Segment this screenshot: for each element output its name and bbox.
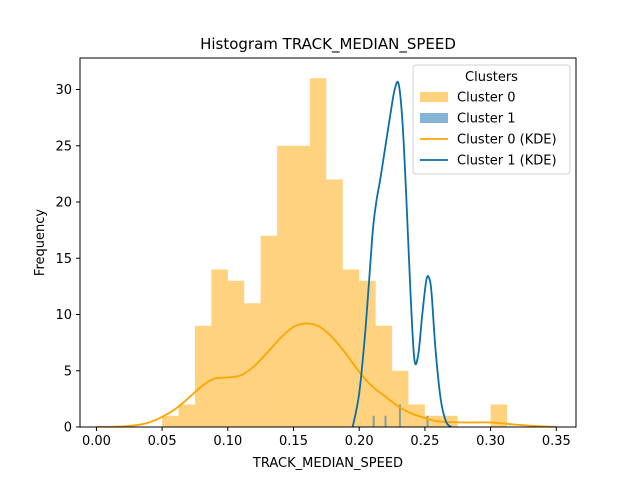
cluster-1-bar	[398, 404, 401, 427]
x-tick-label: 0.15	[279, 434, 308, 449]
x-tick-label: 0.05	[148, 434, 177, 449]
cluster-0-bar	[227, 280, 245, 427]
cluster-0-bar	[178, 404, 195, 427]
y-tick-label: 25	[55, 139, 72, 154]
x-tick-label: 0.20	[345, 434, 374, 449]
cluster-0-bar	[211, 269, 228, 427]
legend-entry: Cluster 1	[457, 112, 516, 127]
plot-series	[96, 78, 557, 427]
plot-area	[96, 78, 557, 427]
x-tick-label: 0.30	[476, 434, 505, 449]
legend-box	[412, 64, 571, 175]
legend-title: Clusters	[465, 70, 518, 85]
axes-frame	[79, 57, 577, 428]
x-tick-label: 0.35	[542, 434, 571, 449]
cluster-1-bar	[426, 415, 429, 427]
cluster-0-bar	[359, 280, 376, 427]
cluster-0-bar	[194, 325, 212, 427]
x-tick-label: 0.25	[410, 434, 439, 449]
y-axis-label: Frequency	[33, 209, 48, 276]
cluster-0-bar	[293, 145, 310, 427]
cluster-0-bar	[490, 404, 508, 427]
legend-swatch	[420, 113, 448, 123]
cluster-0-bar	[277, 145, 294, 427]
y-tick-label: 5	[64, 364, 72, 379]
y-axis-ticks: 0 5 10 15 20 25 30	[55, 83, 80, 436]
cluster-1-bar	[372, 415, 375, 427]
legend-entry: Cluster 1 (KDE)	[457, 154, 557, 169]
y-tick-label: 30	[55, 83, 72, 98]
cluster-0-bar	[375, 325, 393, 427]
legend-entry: Cluster 0	[457, 91, 516, 106]
cluster-0-bar	[342, 269, 360, 427]
cluster-0-bar	[326, 179, 343, 427]
x-tick-label: 0.00	[82, 434, 111, 449]
cluster-0-bar	[162, 415, 179, 427]
y-tick-label: 0	[64, 421, 72, 436]
cluster-0-bar	[392, 370, 409, 427]
y-tick-label: 15	[55, 252, 72, 267]
cluster-1-bar	[384, 415, 387, 427]
cluster-1-kde-line	[351, 80, 452, 427]
legend-swatch	[420, 92, 448, 102]
y-tick-label: 10	[55, 308, 72, 323]
x-axis-ticks: 0.00 0.05 0.10 0.15 0.20 0.25 0.30 0.35	[82, 427, 571, 449]
cluster-0-bar	[309, 78, 327, 427]
x-tick-label: 0.10	[213, 434, 242, 449]
legend-entry: Cluster 0 (KDE)	[457, 133, 557, 148]
cluster-0-kde-line	[96, 322, 557, 427]
y-tick-label: 20	[55, 196, 72, 211]
x-axis-label: TRACK_MEDIAN_SPEED	[252, 456, 403, 471]
cluster-0-bar	[260, 235, 278, 427]
legend: Clusters Cluster 0 Cluster 1 Cluster 0 (KDE…	[412, 64, 571, 175]
cluster-0-bar	[244, 303, 261, 427]
chart-title: Histogram TRACK_MEDIAN_SPEED	[200, 35, 456, 54]
